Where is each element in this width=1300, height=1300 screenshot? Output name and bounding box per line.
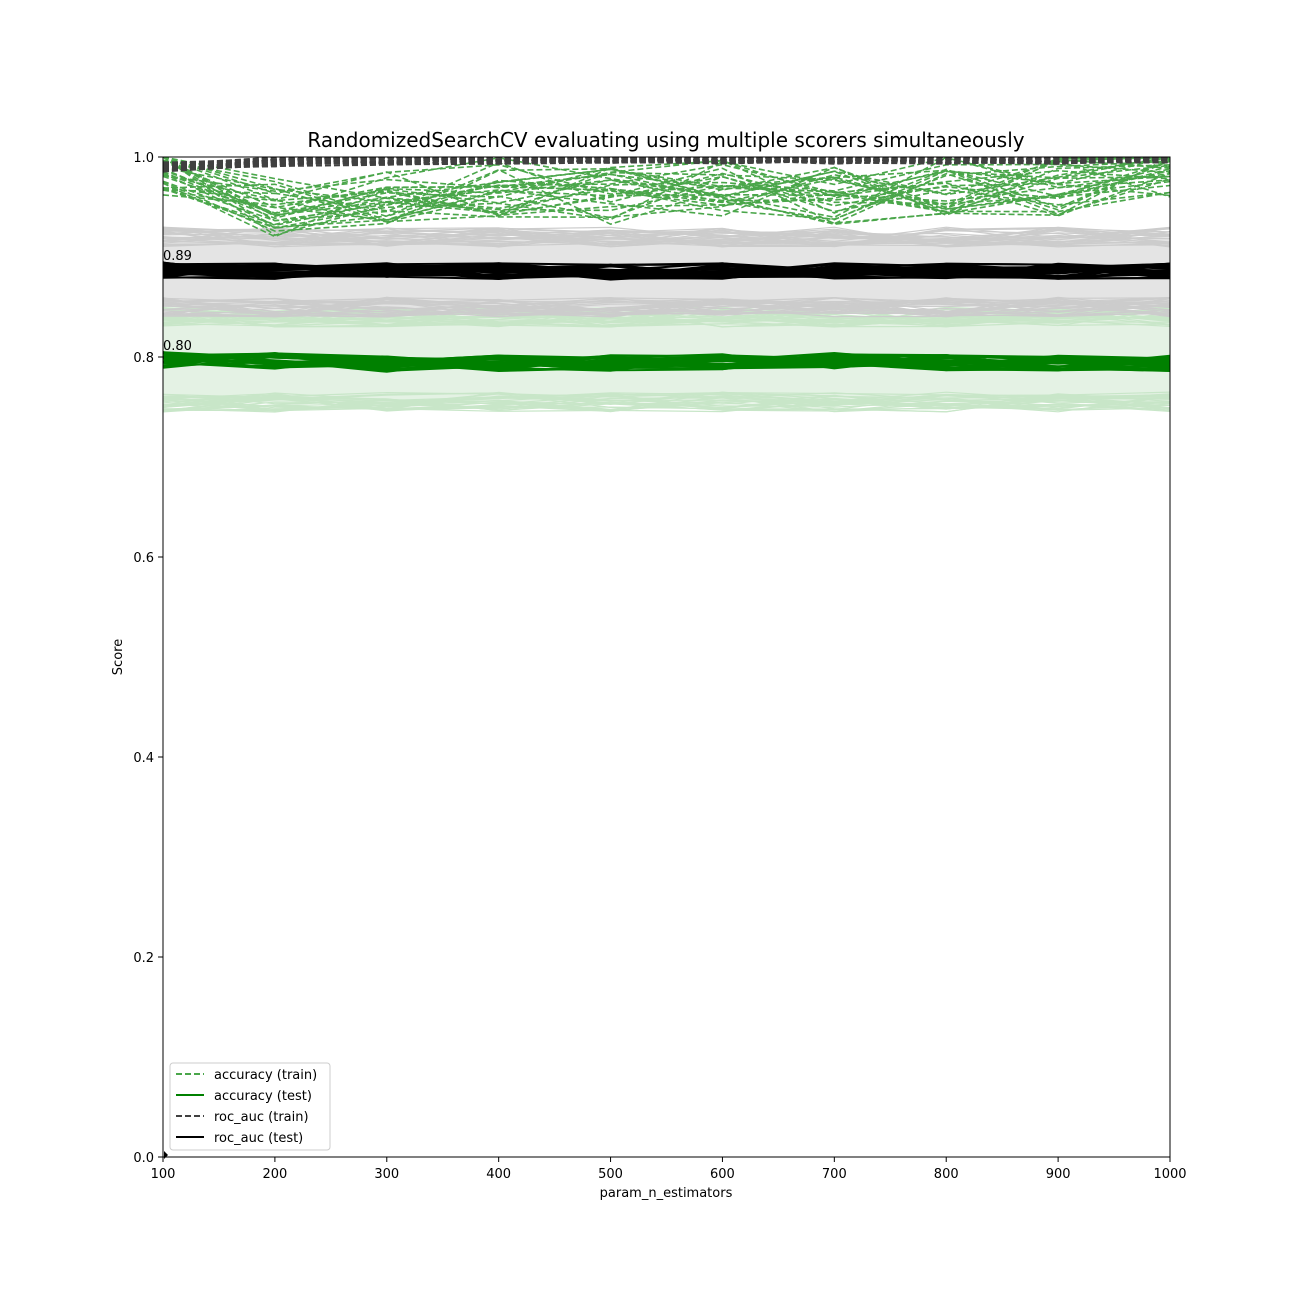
- roc-auc-test-line: [163, 262, 1170, 280]
- accuracy-train-line: [163, 157, 1170, 229]
- legend-label-accuracy-train: accuracy (train): [214, 1068, 317, 1083]
- y-tick-label: 0.8: [133, 351, 154, 366]
- x-tick-label: 1000: [1153, 1167, 1186, 1182]
- x-tick-label: 800: [934, 1167, 959, 1182]
- legend-label-roc-auc-test: roc_auc (test): [214, 1131, 303, 1146]
- accuracy-test-band-lower: [163, 401, 1170, 410]
- accuracy-train-line: [163, 169, 1170, 210]
- axes: 100 200 300 400 500 600 700 800 900 1000 0.0 0.2 0.4…: [133, 151, 1186, 1182]
- roc-auc-train-line: [163, 157, 1170, 167]
- roc-auc-test-band-upper: [163, 227, 1170, 248]
- accuracy-train-line: [163, 157, 1170, 238]
- roc-auc-test-band-upper: [163, 227, 1170, 248]
- y-axis-label: Score: [111, 639, 126, 675]
- accuracy-train-line: [163, 157, 1170, 219]
- legend-label-accuracy-test: accuracy (test): [214, 1089, 312, 1104]
- x-tick-label: 400: [486, 1167, 511, 1182]
- accuracy-test-line: [163, 355, 1170, 372]
- accuracy-train-line: [163, 161, 1170, 222]
- accuracy-train-line: [163, 157, 1170, 214]
- roc-auc-train-line: [163, 157, 1170, 168]
- accuracy-test-band-lower: [163, 397, 1170, 413]
- y-tick-label: 0.0: [133, 1151, 154, 1166]
- legend: accuracy (train) accuracy (test) roc_auc (…: [169, 1062, 331, 1151]
- x-tick-label: 100: [151, 1167, 176, 1182]
- plot-frame: [162, 156, 1171, 1158]
- roc-auc-test-band-lower: [163, 296, 1170, 307]
- accuracy-train-line: [163, 157, 1170, 221]
- accuracy-test-line: [163, 353, 1170, 371]
- accuracy-train-line: [163, 158, 1170, 232]
- origin-marker: [164, 1151, 168, 1159]
- accuracy-train-line: [163, 163, 1170, 227]
- x-tick-label: 300: [374, 1167, 399, 1182]
- accuracy-train-line: [163, 173, 1170, 213]
- accuracy-test-band-upper: [163, 312, 1170, 327]
- roc-auc-test-line: [163, 265, 1170, 280]
- roc-auc-test-line: [163, 263, 1170, 280]
- roc-auc-test-band-upper: [163, 226, 1170, 248]
- plot-content: [163, 157, 1170, 413]
- roc-auc-test-band-lower: [163, 297, 1170, 317]
- x-tick-label: 200: [262, 1167, 287, 1182]
- y-tick-label: 0.4: [133, 751, 154, 766]
- x-tick-label: 500: [598, 1167, 623, 1182]
- y-tick-label: 0.6: [133, 551, 154, 566]
- accuracy-train-line: [163, 175, 1170, 215]
- roc-auc-test-band-lower: [163, 300, 1170, 318]
- x-tick-label: 600: [710, 1167, 735, 1182]
- roc-auc-test-line: [163, 262, 1170, 277]
- roc-auc-train-line: [163, 157, 1170, 172]
- y-tick-label: 0.2: [133, 951, 154, 966]
- accuracy-train-line: [163, 159, 1170, 220]
- best-score-label: 0.89: [163, 249, 192, 264]
- chart-title: RandomizedSearchCV evaluating using mult…: [307, 128, 1024, 152]
- accuracy-train-line: [163, 157, 1170, 229]
- legend-box: [169, 1062, 331, 1151]
- x-axis-label: param_n_estimators: [600, 1186, 733, 1201]
- accuracy-test-band-lower: [163, 392, 1170, 411]
- best-score-label: 0.80: [163, 339, 192, 354]
- x-tick-label: 700: [822, 1167, 847, 1182]
- legend-label-roc-auc-train: roc_auc (train): [214, 1110, 309, 1125]
- accuracy-train-line: [163, 157, 1170, 237]
- roc-auc-test-band-lower: [163, 297, 1170, 317]
- plot-area: 0.89 0.80: [163, 157, 1170, 1159]
- x-tick-label: 900: [1046, 1167, 1071, 1182]
- y-tick-label: 1.0: [133, 151, 154, 166]
- accuracy-train-line: [163, 163, 1170, 196]
- roc-auc-test-band-upper: [163, 226, 1170, 247]
- accuracy-train-line: [163, 157, 1170, 217]
